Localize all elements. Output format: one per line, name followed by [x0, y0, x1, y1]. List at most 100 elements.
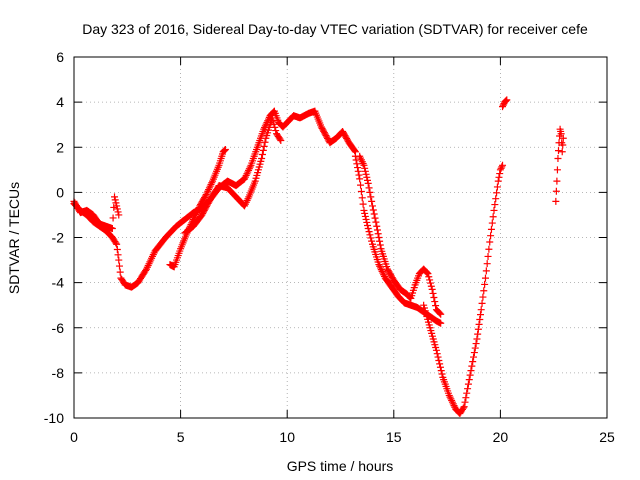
data-point [474, 330, 482, 338]
data-point [362, 215, 370, 223]
x-tick-label: 25 [599, 429, 615, 445]
data-point [113, 205, 121, 213]
plot-frame [73, 56, 608, 419]
data-point [260, 142, 268, 150]
data-point [109, 214, 117, 222]
data-point [430, 294, 438, 302]
data-point [436, 309, 444, 317]
data-point [499, 103, 507, 111]
data-point [277, 136, 285, 144]
data-point [449, 400, 457, 408]
data-point [433, 350, 441, 358]
data-point [493, 183, 501, 191]
data-point [112, 239, 120, 247]
data-point [460, 403, 468, 411]
data-point [468, 362, 476, 370]
data-series [351, 152, 445, 327]
data-point [370, 210, 378, 218]
data-point [113, 246, 121, 254]
data-point [438, 370, 446, 378]
data-point [361, 209, 369, 217]
data-series [70, 107, 359, 291]
data-point [378, 267, 386, 275]
x-tick-label: 15 [386, 429, 402, 445]
data-point [364, 224, 372, 232]
data-point [491, 201, 499, 209]
data-point [477, 306, 485, 314]
data-point [494, 177, 502, 185]
data-point [486, 238, 494, 246]
data-point [487, 225, 495, 233]
data-point [115, 256, 123, 264]
data-point [204, 187, 212, 195]
data-point [448, 398, 456, 406]
data-point [498, 163, 506, 171]
data-points [70, 96, 567, 417]
data-point [487, 232, 495, 240]
data-point [432, 302, 440, 310]
data-point [429, 289, 437, 297]
data-point [357, 181, 365, 189]
data-point [445, 391, 453, 399]
data-point [490, 206, 498, 214]
data-point [111, 193, 119, 201]
data-point [108, 224, 116, 232]
data-point [376, 262, 384, 270]
data-point [492, 195, 500, 203]
data-point [559, 134, 567, 142]
x-tick-label: 20 [493, 429, 509, 445]
data-point [112, 199, 120, 207]
grid-lines [74, 57, 607, 418]
data-point [479, 293, 487, 301]
data-point [113, 202, 121, 210]
x-tick-label: 10 [279, 429, 295, 445]
data-point [354, 164, 362, 172]
data-point [376, 264, 384, 272]
data-point [356, 175, 364, 183]
data-point [503, 96, 511, 104]
data-point [369, 206, 377, 214]
data-point [192, 210, 200, 218]
data-point [489, 213, 497, 221]
data-point [437, 367, 445, 375]
data-point [464, 380, 472, 388]
y-tick-label: -10 [44, 410, 64, 426]
data-point [246, 163, 254, 171]
y-axis-label: SDTVAR / TECUs [6, 182, 22, 294]
data-point [374, 230, 382, 238]
data-point [365, 184, 373, 192]
data-point [191, 212, 199, 220]
y-tick-label: 2 [56, 139, 64, 155]
data-point [437, 310, 445, 318]
data-point [366, 188, 374, 196]
data-point [115, 262, 123, 270]
data-point [355, 171, 363, 179]
data-point [258, 155, 266, 163]
data-point [377, 266, 385, 274]
data-point [245, 165, 253, 173]
data-point [462, 394, 470, 402]
data-point [559, 141, 567, 149]
data-point [477, 311, 485, 319]
data-point [448, 397, 456, 405]
data-point [201, 192, 209, 200]
data-point [474, 325, 482, 333]
data-point [496, 170, 504, 178]
data-point [259, 146, 267, 154]
data-point [113, 240, 121, 248]
y-tick-label: -2 [52, 230, 65, 246]
data-point [142, 266, 150, 274]
data-point [358, 194, 366, 202]
data-point [364, 221, 372, 229]
data-point [268, 114, 276, 122]
data-point [115, 211, 123, 219]
data-point [195, 204, 203, 212]
data-point [367, 193, 375, 201]
data-point [221, 146, 229, 154]
data-point [471, 344, 479, 352]
data-point [485, 245, 493, 253]
data-point [366, 231, 374, 239]
data-point [363, 173, 371, 181]
data-point [270, 120, 278, 128]
data-point [501, 97, 509, 105]
